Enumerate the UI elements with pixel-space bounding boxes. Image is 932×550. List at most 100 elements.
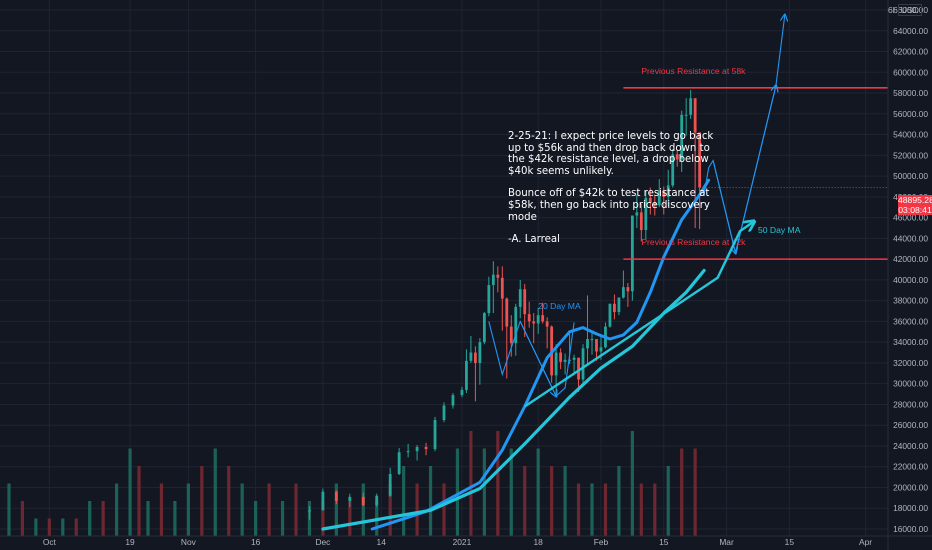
candle-body [532, 321, 536, 324]
candle [590, 332, 594, 355]
candle-body [689, 98, 693, 115]
candle-body [693, 98, 697, 133]
candle-body [684, 114, 688, 116]
ma-50-label: 50 Day MA [758, 225, 801, 235]
candle [491, 261, 495, 314]
candle [675, 150, 679, 167]
y-tick-label: 38000.00 [893, 296, 928, 306]
candle [500, 266, 504, 331]
candle-body [644, 197, 648, 231]
candle-body [424, 446, 428, 450]
volume-bar [603, 483, 608, 536]
note-line: Bounce off of $42k to test resistance at… [508, 188, 710, 223]
candle [388, 467, 392, 497]
candle [648, 187, 652, 215]
candle-body [334, 491, 338, 501]
candle-body [635, 212, 639, 216]
candle-body [680, 114, 684, 160]
volume-bar [523, 466, 527, 536]
current-price-value: 48895.28 [898, 195, 932, 205]
candle [657, 179, 661, 208]
candle [473, 346, 477, 402]
volume-bar [653, 483, 657, 536]
candle [626, 282, 630, 307]
note-line: 2-25-21: I expect price levels to go bac… [508, 131, 714, 177]
candle [442, 402, 446, 423]
y-tick-label: 26000.00 [893, 420, 928, 430]
candle-body [657, 190, 661, 206]
y-axis[interactable]: 16000.00 18000.00 20000.00 22000.00 24000.00… [887, 0, 928, 550]
candle [424, 442, 428, 456]
candle-body [482, 313, 486, 343]
candle [465, 349, 468, 394]
scale-controls[interactable]: 6l USD [888, 4, 922, 16]
y-tick-label: 18000.00 [893, 503, 928, 513]
x-tick-label: Mar [719, 537, 734, 547]
candle-body [595, 339, 598, 352]
volume-bar [294, 483, 298, 536]
log-toggle[interactable]: 6l [888, 5, 895, 15]
volume-bar [455, 448, 460, 536]
candle-body [442, 405, 446, 421]
candle-body [473, 352, 477, 363]
candle [397, 448, 401, 476]
volume-bar [321, 501, 325, 536]
candle-body [308, 510, 311, 512]
volume-bar [428, 466, 433, 536]
candle [532, 313, 536, 344]
volume-bar [240, 483, 244, 536]
y-tick-label: 36000.00 [893, 316, 928, 326]
candle-body [433, 420, 437, 450]
x-tick-label: Apr [859, 537, 872, 547]
candle-body [496, 274, 500, 278]
candle-body [666, 185, 670, 197]
x-axis[interactable]: Oct 19 Nov 16 Dec 14 2021 18 Feb 15 Mar 15 Apr [0, 535, 932, 547]
y-tick-label: 44000.00 [893, 233, 928, 243]
candle [487, 276, 491, 317]
candle-body [662, 190, 666, 197]
candle [680, 110, 684, 172]
volume-bar [159, 483, 164, 536]
volume-bar [590, 483, 594, 536]
y-tick-label: 56000.00 [893, 109, 928, 119]
volume-bar [442, 483, 446, 536]
candle-body [536, 315, 540, 324]
candle-body [630, 215, 634, 292]
candle [460, 386, 464, 398]
x-tick-label: 15 [785, 537, 795, 547]
candle-body [514, 306, 518, 344]
y-tick-label: 30000.00 [893, 379, 928, 389]
candle-body [675, 154, 679, 160]
candle [653, 194, 657, 216]
candle [451, 393, 455, 409]
candle-body [321, 491, 325, 511]
volume-bar [227, 466, 231, 536]
candle-body [406, 451, 410, 453]
y-tick-label: 62000.00 [893, 47, 928, 57]
candle-body [581, 348, 585, 380]
volume-bar [388, 483, 392, 536]
candle [693, 98, 697, 228]
volume-bar [213, 448, 217, 536]
y-tick-label: 50000.00 [893, 171, 928, 181]
candlestick-series [308, 89, 702, 520]
candle-body [397, 452, 401, 474]
candle [621, 270, 625, 299]
volume-bar [415, 483, 419, 536]
candle-body [568, 359, 571, 361]
resistance-label: Previous Resistance at 58k [641, 66, 746, 76]
y-tick-label: 34000.00 [893, 337, 928, 347]
candle [617, 297, 621, 316]
volume-bar [469, 431, 473, 536]
candle-body [577, 357, 580, 380]
candle [361, 492, 365, 507]
x-tick-label: 2021 [453, 537, 472, 547]
candle-body [541, 315, 545, 322]
candle [496, 266, 500, 293]
currency-label[interactable]: USD [897, 4, 922, 16]
volume-bar [509, 448, 513, 536]
volume-bar [173, 501, 177, 536]
y-tick-label: 46000.00 [893, 213, 928, 223]
analysis-note: 2-25-21: I expect price levels to go bac… [508, 131, 723, 257]
